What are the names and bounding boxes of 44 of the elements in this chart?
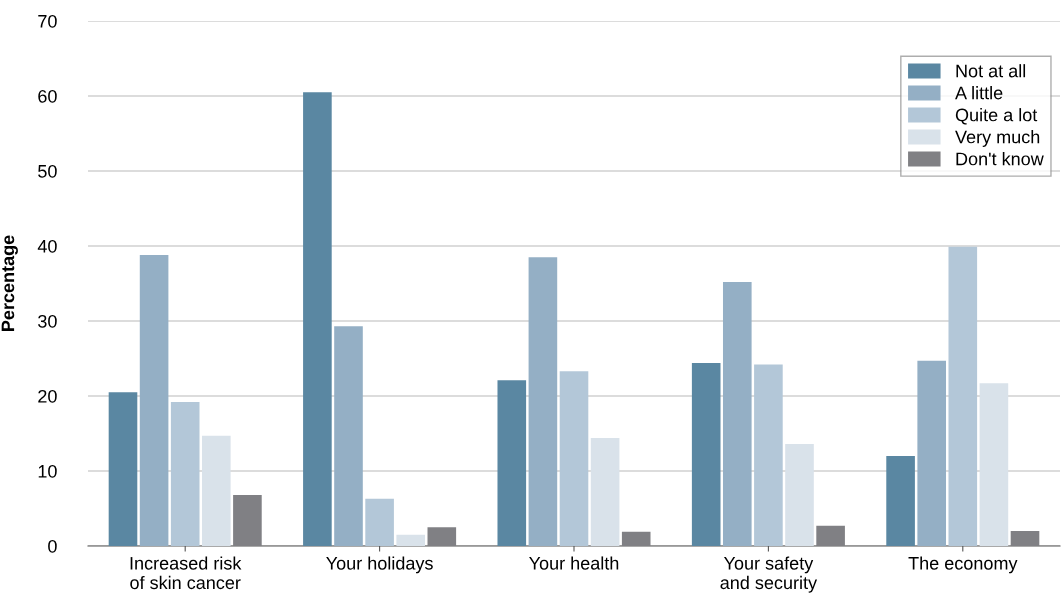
bar <box>139 255 169 546</box>
legend-label: Don't know <box>956 152 1044 166</box>
bar <box>108 392 138 546</box>
bar <box>816 525 845 546</box>
bar <box>754 364 783 546</box>
legend-label: Very much <box>955 130 1040 147</box>
legend-label: Not at all <box>956 64 1026 78</box>
y-tick-label: 70 <box>38 14 57 28</box>
bar <box>621 531 651 546</box>
y-tick-label: 60 <box>38 89 57 103</box>
bar <box>303 92 332 546</box>
bar <box>233 495 262 546</box>
bar <box>979 383 1009 546</box>
bar <box>365 498 394 546</box>
y-tick-label: 30 <box>38 314 57 328</box>
y-tick-label: 20 <box>38 389 57 403</box>
legend-label: Quite a lot <box>955 108 1038 125</box>
bar <box>691 363 721 546</box>
x-tick-label: Your holidays <box>326 556 433 574</box>
legend-label: A little <box>955 86 1003 100</box>
bar <box>590 438 620 546</box>
y-tick-label: 10 <box>38 464 57 478</box>
bar <box>559 371 589 546</box>
y-axis-title: Percentage <box>1 235 18 331</box>
bar <box>528 257 558 546</box>
x-tick-label: Your health <box>529 556 619 570</box>
bar <box>202 435 231 546</box>
bar <box>1010 531 1040 546</box>
bar <box>917 360 946 546</box>
x-tick-label: The economy <box>908 556 1018 574</box>
bar <box>427 527 457 546</box>
y-tick-label: 50 <box>38 164 57 178</box>
bar <box>334 326 363 546</box>
x-tick-label: Increased risk of skin cancer <box>130 556 242 590</box>
bar <box>497 380 527 546</box>
bar <box>886 456 915 546</box>
y-tick-label: 0 <box>48 539 57 553</box>
bar <box>396 534 426 546</box>
bar <box>948 246 978 546</box>
x-tick-label: Your safety and security <box>720 556 818 593</box>
bar <box>722 282 752 546</box>
bar <box>170 402 200 546</box>
bar <box>785 444 814 546</box>
y-tick-label: 40 <box>37 239 57 253</box>
